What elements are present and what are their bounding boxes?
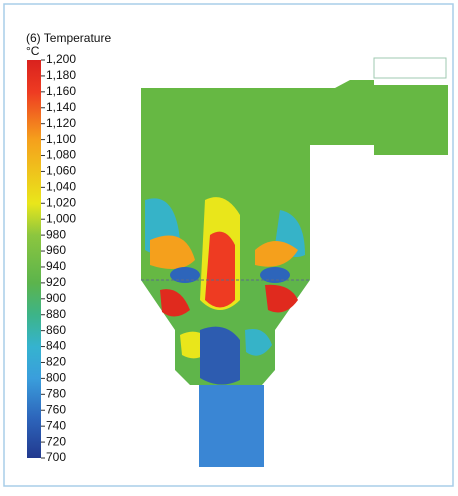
tick-label: 760	[46, 402, 66, 416]
contour	[205, 232, 235, 308]
outlet	[199, 385, 264, 467]
outlet-frame	[374, 58, 446, 78]
colorbar-unit: °C	[26, 44, 40, 58]
tick-label: 1,100	[46, 132, 76, 146]
tick-label: 1,200	[46, 52, 76, 66]
tick-label: 1,120	[46, 116, 76, 130]
contour	[200, 327, 240, 385]
tick-label: 1,180	[46, 68, 76, 82]
tick-label: 1,160	[46, 84, 76, 98]
tick-label: 740	[46, 418, 66, 432]
tick-label: 1,020	[46, 195, 76, 209]
tick-label: 1,080	[46, 148, 76, 162]
furnace	[141, 58, 448, 467]
tick-label: 900	[46, 291, 66, 305]
contour	[170, 267, 200, 283]
tick-label: 960	[46, 243, 66, 257]
tick-label: 780	[46, 386, 66, 400]
tick-label: 720	[46, 434, 66, 448]
tick-label: 820	[46, 355, 66, 369]
tick-label: 860	[46, 323, 66, 337]
tick-label: 1,040	[46, 180, 76, 194]
colorbar-title: (6) Temperature	[26, 31, 111, 45]
tick-label: 1,060	[46, 164, 76, 178]
tick-label: 800	[46, 371, 66, 385]
tick-label: 980	[46, 227, 66, 241]
tick-label: 940	[46, 259, 66, 273]
colorbar	[27, 60, 41, 458]
tick-label: 840	[46, 339, 66, 353]
tick-label: 700	[46, 450, 66, 464]
contour	[260, 267, 290, 283]
tick-label: 1,140	[46, 100, 76, 114]
screen: (6) Temperature °C 1,200 1,180 1,160 1,140 1…	[0, 0, 458, 491]
tick-label: 920	[46, 275, 66, 289]
tick-label: 1,000	[46, 211, 76, 225]
tick-label: 880	[46, 307, 66, 321]
